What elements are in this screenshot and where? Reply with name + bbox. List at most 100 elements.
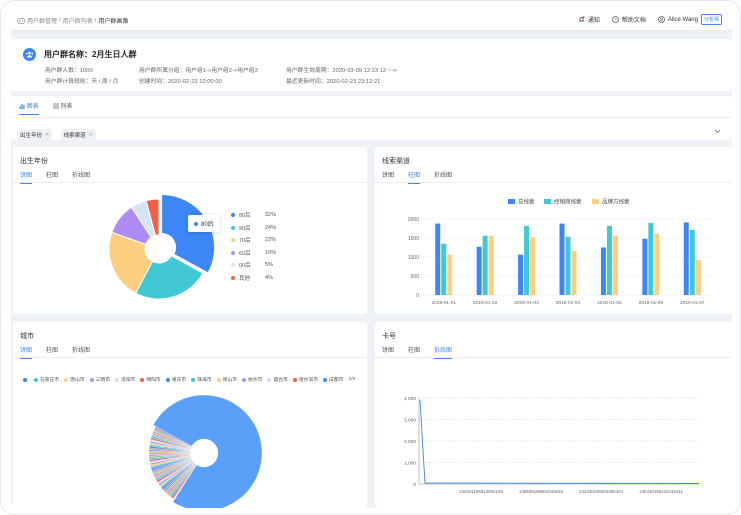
legend-label: 佛山市 [222,378,238,383]
legend-label: 60后 [239,250,251,257]
bar-经销商线索-2018-01-06[interactable] [648,222,654,295]
breadcrumb-item-group-manage[interactable]: 用户群管理 [27,19,58,25]
tab-list[interactable]: 列表 [52,101,72,115]
legend-label: 重庆市 [171,378,187,383]
breadcrumb-item-group-list[interactable]: 用户群列表 [62,19,93,25]
legend-label[interactable]: 总线索 [518,198,535,206]
legend-item[interactable]: 佛山市 [216,376,238,383]
help-doc-button[interactable]: ? 帮助文档 [612,15,646,24]
bar-经销商线索-2018-01-07[interactable] [689,230,695,295]
line-series[interactable] [419,400,700,484]
notice-button[interactable]: 通知 [578,15,600,24]
city-pie-chart[interactable] [139,388,269,508]
bar-总线索-2018-01-03[interactable] [518,254,524,295]
bar-品牌方线索-2018-01-02[interactable] [488,235,494,295]
bar-品牌方线索-2018-01-06[interactable] [654,233,660,295]
bar-经销商线索-2018-01-05[interactable] [606,225,612,295]
legend-item[interactable]: 其他 4% [231,272,276,285]
tab-line[interactable]: 折线图 [72,348,91,354]
help-doc-label: 帮助文档 [621,18,646,24]
x-tick-label: 2018-01-05 [597,300,622,306]
filter-chip-lead-channel[interactable]: 线索渠道 ✕ [60,129,96,141]
chip-close-icon[interactable]: ✕ [45,132,50,138]
legend-dot [115,377,120,382]
legend-item[interactable]: 哈尔滨市 [292,376,318,383]
bar-经销商线索-2018-01-03[interactable] [524,225,530,295]
y-tick-label: 0 [416,293,419,299]
legend-item[interactable]: 70后 22% [231,234,276,247]
chart-type-tabs: 饼图 柱图 折线图 [382,170,452,184]
pie-slice-成都市[interactable] [154,426,192,447]
tab-line[interactable]: 折线图 [434,345,453,359]
bar-总线索-2018-01-05[interactable] [600,247,606,296]
breadcrumb-separator: / [59,17,61,24]
tab-line[interactable]: 折线图 [434,173,453,179]
legend-label[interactable]: 品牌方线索 [602,198,630,206]
bar-品牌方线索-2018-01-04[interactable] [571,250,577,295]
bar-品牌方线索-2018-01-05[interactable] [612,235,618,295]
tab-pie[interactable]: 饼图 [382,348,395,354]
legend-item[interactable]: 60后 10% [231,247,276,260]
legend-item[interactable]: 烟台市 [267,376,288,383]
bar-总线索-2018-01-02[interactable] [476,246,482,295]
user-menu[interactable]: Alice Wang 分析师 [658,14,722,25]
tab-chart[interactable]: 图表 [19,101,39,115]
birth-year-pie-chart[interactable] [99,191,219,309]
legend-item[interactable]: 00后 5% [231,259,276,272]
y-tick-label: 1500 [408,236,419,242]
chevron-down-icon[interactable] [714,129,721,134]
panel-divider [375,182,732,183]
legend-item[interactable]: 珠海市 [191,376,212,383]
legend-item[interactable]: 杭州市 [242,376,262,383]
card-number-line-chart[interactable]: 0 1,000 2,000 3,000 4,000 130201195812092248 1… [381,388,726,508]
chart-type-tabs: 饼图 柱图 折线图 [20,345,90,359]
bar-品牌方线索-2018-01-03[interactable] [530,237,536,295]
bar-总线索-2018-01-06[interactable] [642,238,648,295]
legend-swatch [508,199,515,204]
pie-slice-90后[interactable] [134,255,204,300]
legend-item[interactable]: 洛阳市 [115,376,135,383]
bar-品牌方线索-2018-01-01[interactable] [447,254,453,295]
chart-type-tabs: 饼图 柱图 折线图 [20,170,90,184]
tab-pie[interactable]: 饼图 [382,173,395,179]
tab-pie[interactable]: 饼图 [20,345,33,359]
tab-bar[interactable]: 柱图 [408,170,421,184]
legend-item[interactable]: 石家庄市 [34,376,59,383]
pie-slice-其他[interactable] [145,198,160,237]
legend-item[interactable]: 重庆市 [165,376,187,383]
tab-bar[interactable]: 柱图 [46,173,59,179]
legend-item[interactable]: 90后 24% [231,222,276,235]
legend-item[interactable]: 1/5 [348,376,355,383]
legend-item[interactable]: 三明市 [89,376,110,383]
legend-item[interactable]: 80后 32% [231,209,276,222]
bar-经销商线索-2018-01-04[interactable] [565,236,571,295]
panel-divider [13,357,367,358]
legend-value: 22% [265,237,277,244]
chart-type-tabs: 饼图 柱图 折线图 [382,345,453,359]
x-tick-label: 2018-01-03 [514,300,539,306]
y-tick-label: 3,000 [404,418,416,424]
bar-总线索-2018-01-07[interactable] [683,222,689,295]
bar-总线索-2018-01-04[interactable] [559,223,565,295]
legend-label: 成都市 [329,378,344,383]
tab-pie[interactable]: 饼图 [20,170,33,184]
tab-bar[interactable]: 柱图 [46,348,59,354]
breadcrumb-separator: / [94,17,97,24]
legend-item[interactable] [23,376,29,383]
legend-item[interactable]: 成都市 [323,376,343,383]
pie-slice-其他[interactable] [152,394,263,508]
legend-label[interactable]: 经销商线索 [554,198,582,206]
bar-品牌方线索-2018-01-07[interactable] [695,260,701,295]
bar-经销商线索-2018-01-01[interactable] [441,243,447,295]
lead-channel-bar-chart[interactable]: 总线索 经销商线索 品牌方线索 0 500 1000 1500 2000 2018-01-01 2… [383,189,723,309]
tab-bar[interactable]: 柱图 [408,348,421,354]
legend-item[interactable]: 绵阳市 [140,376,161,383]
legend-item[interactable]: 唐山市 [64,376,85,383]
bar-总线索-2018-01-01[interactable] [435,223,441,295]
pie-slice-80后[interactable] [161,193,216,274]
filter-chip-birth-year[interactable]: 出生年份 ✕ [17,129,53,141]
tab-line[interactable]: 折线图 [72,173,91,179]
bar-经销商线索-2018-01-02[interactable] [482,235,488,295]
pie-slice-70后[interactable] [108,231,154,294]
chip-close-icon[interactable]: ✕ [88,132,93,138]
